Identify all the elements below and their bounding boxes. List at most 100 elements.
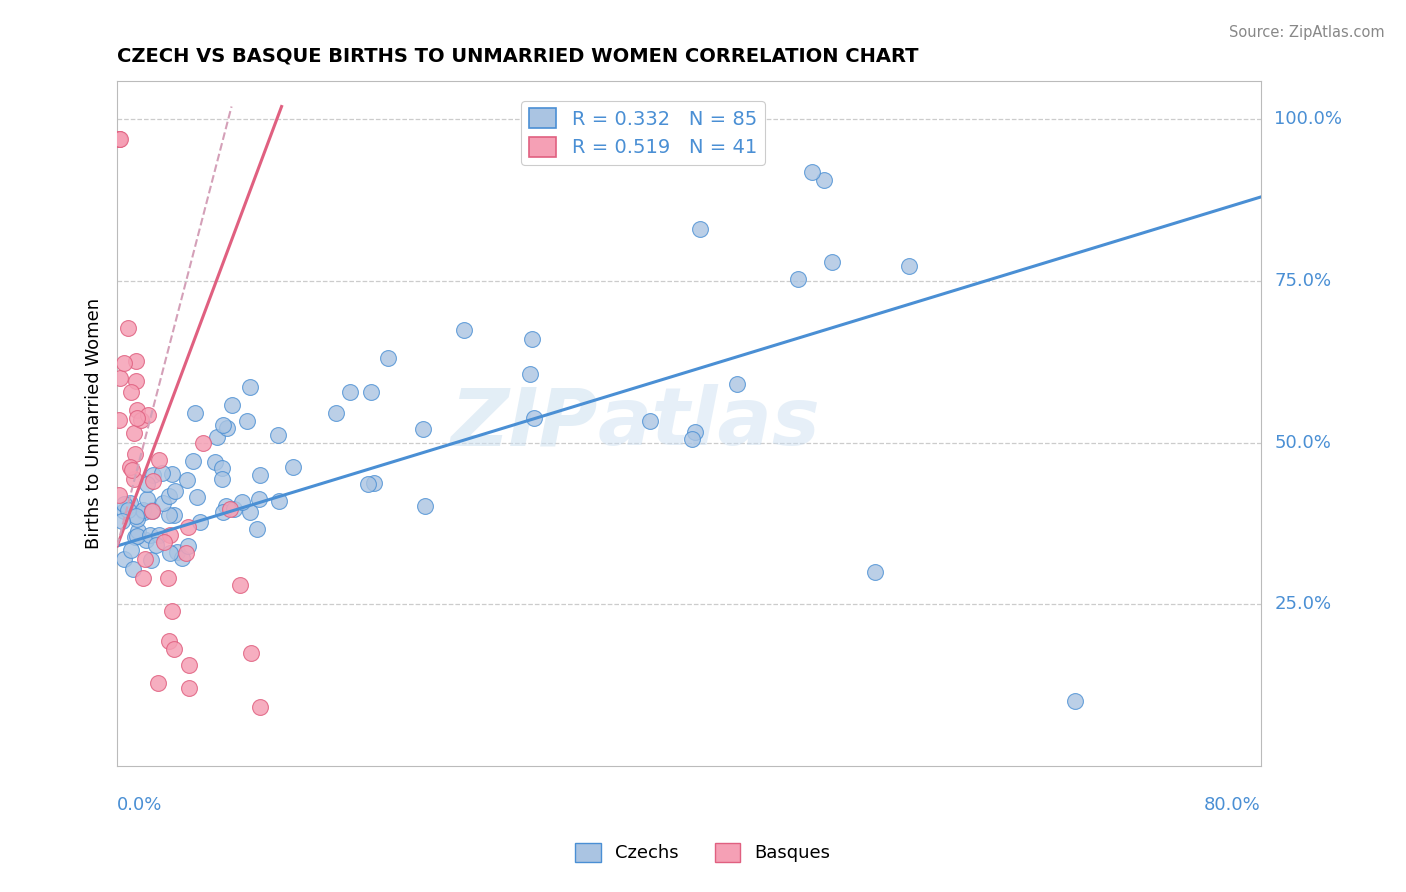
Point: [148, 528, 170, 542]
Point: [413, 499, 436, 513]
Point: [821, 254, 844, 268]
Point: [267, 428, 290, 442]
Point: [212, 418, 235, 433]
Point: [360, 385, 382, 400]
Point: [162, 467, 184, 481]
Point: [801, 165, 824, 179]
Point: [108, 132, 131, 146]
Legend: Czechs, Basques: Czechs, Basques: [568, 836, 838, 870]
Point: [176, 546, 198, 560]
Point: [117, 503, 139, 517]
Point: [125, 354, 148, 368]
Point: [156, 571, 179, 585]
Point: [177, 520, 200, 534]
Point: [165, 483, 187, 498]
Point: [159, 527, 181, 541]
Text: 100.0%: 100.0%: [1274, 111, 1343, 128]
Text: 25.0%: 25.0%: [1274, 595, 1331, 613]
Point: [229, 578, 252, 592]
Point: [681, 432, 703, 446]
Point: [725, 377, 748, 392]
Point: [170, 551, 193, 566]
Point: [231, 495, 253, 509]
Point: [134, 552, 156, 566]
Point: [215, 421, 238, 435]
Point: [339, 385, 361, 400]
Point: [219, 502, 242, 516]
Point: [177, 681, 200, 695]
Point: [120, 543, 142, 558]
Text: ZIP: ZIP: [450, 384, 598, 462]
Point: [186, 490, 208, 504]
Point: [150, 467, 173, 481]
Point: [139, 528, 162, 542]
Point: [111, 514, 134, 528]
Point: [898, 259, 921, 273]
Point: [127, 512, 149, 526]
Point: [519, 367, 541, 381]
Point: [166, 545, 188, 559]
Point: [112, 504, 135, 518]
Point: [152, 496, 174, 510]
Point: [136, 408, 159, 422]
Point: [124, 447, 146, 461]
Point: [108, 488, 131, 502]
Point: [221, 398, 243, 412]
Point: [176, 473, 198, 487]
Text: atlas: atlas: [598, 384, 820, 462]
Point: [135, 491, 157, 506]
Point: [118, 496, 141, 510]
Point: [125, 411, 148, 425]
Point: [204, 455, 226, 469]
Point: [122, 472, 145, 486]
Point: [157, 634, 180, 648]
Point: [122, 425, 145, 440]
Point: [523, 411, 546, 425]
Point: [685, 425, 707, 440]
Point: [453, 323, 475, 337]
Point: [177, 539, 200, 553]
Point: [863, 565, 886, 579]
Point: [118, 460, 141, 475]
Point: [239, 380, 262, 394]
Point: [157, 508, 180, 523]
Point: [112, 497, 135, 511]
Point: [157, 489, 180, 503]
Point: [412, 422, 434, 436]
Point: [117, 321, 139, 335]
Point: [188, 515, 211, 529]
Point: [124, 530, 146, 544]
Point: [153, 535, 176, 549]
Point: [146, 676, 169, 690]
Point: [267, 493, 290, 508]
Point: [163, 642, 186, 657]
Legend: R = 0.332   N = 85, R = 0.519   N = 41: R = 0.332 N = 85, R = 0.519 N = 41: [522, 101, 765, 165]
Point: [236, 414, 259, 428]
Point: [134, 505, 156, 519]
Text: 0.0%: 0.0%: [117, 797, 163, 814]
Point: [689, 222, 711, 236]
Point: [127, 524, 149, 539]
Point: [108, 371, 131, 385]
Point: [786, 272, 808, 286]
Point: [238, 505, 260, 519]
Point: [249, 467, 271, 482]
Point: [813, 172, 835, 186]
Point: [127, 403, 149, 417]
Point: [108, 413, 131, 427]
Point: [377, 351, 399, 365]
Point: [363, 476, 385, 491]
Point: [142, 474, 165, 488]
Point: [120, 384, 142, 399]
Point: [191, 435, 214, 450]
Point: [125, 509, 148, 524]
Point: [211, 460, 233, 475]
Point: [121, 463, 143, 477]
Point: [357, 476, 380, 491]
Point: [247, 492, 270, 507]
Point: [141, 503, 163, 517]
Point: [107, 132, 129, 146]
Y-axis label: Births to Unmarried Women: Births to Unmarried Women: [86, 298, 103, 549]
Point: [520, 332, 543, 346]
Point: [132, 571, 155, 585]
